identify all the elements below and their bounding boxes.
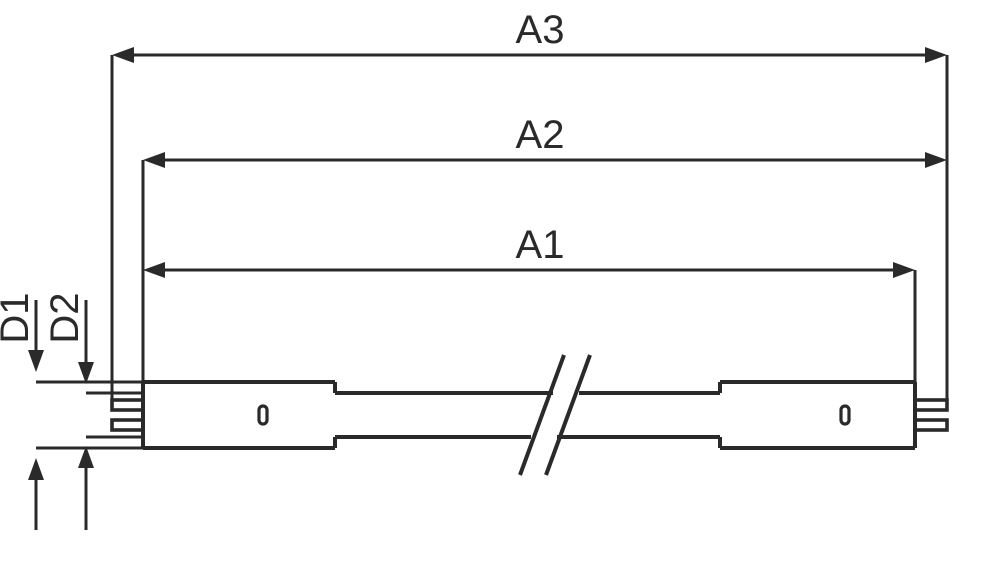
dimension-d2: D2 (43, 292, 94, 530)
dimension-a1: A1 (143, 223, 915, 278)
dimension-d1: D1 (0, 292, 44, 530)
tube-drawing (36, 55, 947, 475)
dimension-d1-label: D1 (0, 292, 37, 343)
dimension-a2: A2 (143, 113, 947, 168)
dimension-d2-label: D2 (43, 292, 87, 343)
dimension-a3: A3 (112, 8, 947, 63)
dimension-a2-label: A2 (516, 113, 565, 157)
dimension-a1-label: A1 (516, 223, 565, 267)
dimension-a3-label: A3 (516, 8, 565, 52)
